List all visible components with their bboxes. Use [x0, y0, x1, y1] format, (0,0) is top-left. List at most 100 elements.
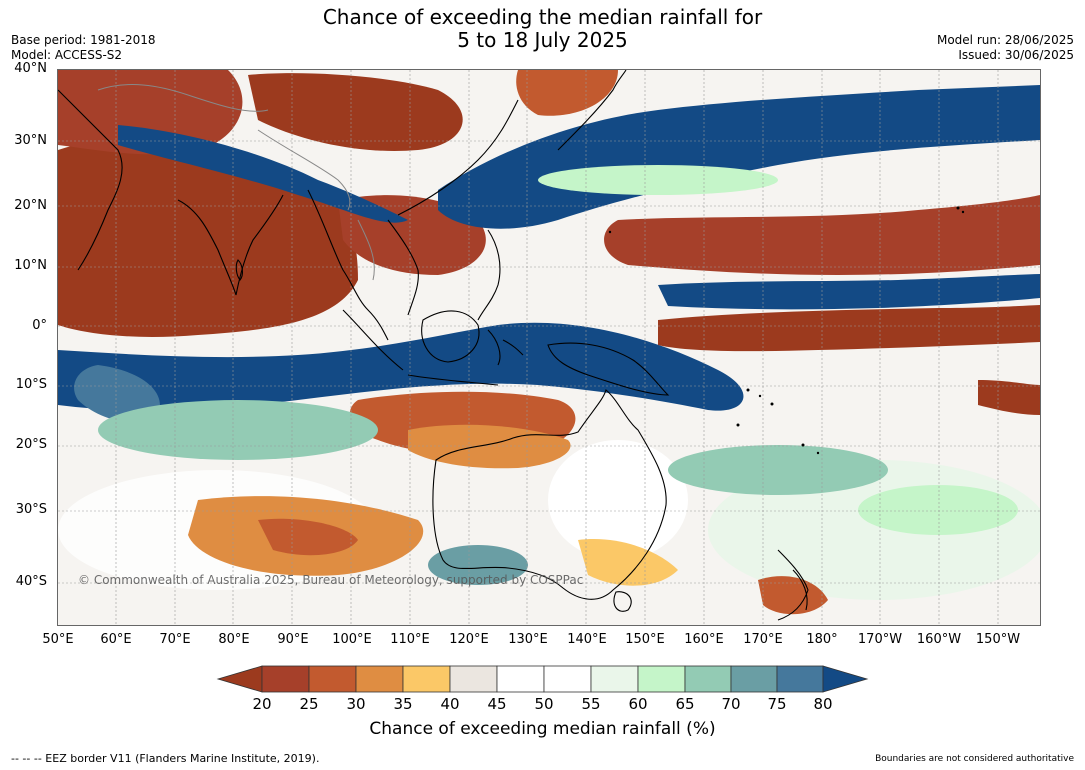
- map-title-line2: 5 to 18 July 2025: [457, 28, 628, 52]
- vietnam-coastline: [387, 219, 419, 316]
- new-zealand-coastline: [777, 549, 809, 621]
- orange-zone-nw-shelf: [408, 424, 571, 469]
- japan-coastline: [557, 70, 627, 151]
- lon-label: 160°E: [684, 632, 724, 647]
- colorbar-tick: 80: [813, 695, 833, 713]
- model-run-text: Model run: 28/06/2025: [936, 33, 1074, 47]
- lon-label: 150°W: [975, 632, 1021, 647]
- rainfall-map-svg: [58, 70, 1040, 625]
- lat-label: 30°S: [15, 502, 47, 517]
- lon-label: 80°E: [218, 632, 250, 647]
- blue-band-north-pacific: [438, 85, 1040, 229]
- map-title-line1: Chance of exceeding the median rainfall …: [322, 5, 763, 29]
- brown-band-pacific-south: [978, 380, 1040, 415]
- white-patch-aus: [548, 440, 688, 560]
- colorbar-bin: [308, 665, 357, 693]
- colorbar-bin: [730, 665, 778, 693]
- orange-zone-nz: [758, 576, 828, 615]
- lat-label: 20°S: [15, 437, 47, 452]
- copyright-text: © Commonwealth of Australia 2025, Bureau…: [78, 573, 584, 587]
- colorbar-tick: 70: [721, 695, 741, 713]
- java-coastline: [407, 374, 499, 386]
- china-coastline: [397, 99, 519, 216]
- lat-label: 10°S: [15, 377, 47, 392]
- orange-core-south-indian: [258, 518, 358, 556]
- colorbar-bin: [402, 665, 451, 693]
- meta-left: Base period: 1981-2018 Model: ACCESS-S2: [11, 33, 156, 63]
- colorbar-tick: 45: [487, 695, 507, 713]
- lon-label: 50°E: [42, 632, 74, 647]
- colorbar-tick: 40: [440, 695, 460, 713]
- lon-label: 130°E: [508, 632, 548, 647]
- colorbar-tick: 50: [534, 695, 554, 713]
- colorbar-bin: [637, 665, 686, 693]
- sri-lanka-coastline: [235, 259, 243, 281]
- colorbar-tick: 20: [252, 695, 272, 713]
- colorbar-bin: [776, 665, 824, 693]
- colorbar-bin: [449, 665, 498, 693]
- green-band-subtropical: [538, 165, 778, 195]
- lon-label: 90°E: [277, 632, 309, 647]
- colorbar-tick: 65: [675, 695, 695, 713]
- blue-band-himalaya: [118, 125, 408, 223]
- lat-label: 30°N: [14, 133, 47, 148]
- colorbar-bin: [543, 665, 592, 693]
- lon-label: 100°E: [332, 632, 372, 647]
- colorbar-bin: [355, 665, 404, 693]
- brown-band-pacific-eq: [658, 305, 1040, 352]
- country-borders: [97, 84, 375, 281]
- issued-text: Issued: 30/06/2025: [958, 48, 1074, 62]
- colorbar-bin: [684, 665, 732, 693]
- teal-patch-west: [74, 365, 160, 423]
- lon-label: 140°E: [567, 632, 607, 647]
- teal-band-south-indian: [98, 400, 378, 460]
- base-period-text: Base period: 1981-2018: [11, 33, 156, 47]
- pacific-islands: [608, 206, 965, 455]
- colorbar-tick: 60: [628, 695, 648, 713]
- blue-band-maritime-continent: [58, 322, 744, 411]
- graticule: [58, 70, 1040, 625]
- brown-region-tibet: [248, 73, 463, 151]
- lon-label: 170°W: [857, 632, 903, 647]
- colorbar-bin: [496, 665, 545, 693]
- colorbar-tick: 25: [299, 695, 319, 713]
- colorbar-tick: 55: [581, 695, 601, 713]
- teal-band-spcz: [668, 445, 888, 495]
- lat-label: 10°N: [14, 258, 47, 273]
- lon-label: 170°E: [743, 632, 783, 647]
- coastlines: [58, 70, 809, 621]
- indochina-coastline: [307, 189, 389, 341]
- lon-label: 60°E: [100, 632, 132, 647]
- new-guinea-coastline: [547, 342, 670, 396]
- colorbar-arrow-high: [822, 665, 869, 693]
- lon-label: 70°E: [159, 632, 191, 647]
- lat-label: 0°: [32, 318, 47, 333]
- orange-zone-se-australia: [578, 539, 678, 586]
- brown-region-china: [516, 70, 618, 116]
- colorbar-label: Chance of exceeding median rainfall (%): [369, 719, 716, 739]
- lon-label: 180°: [806, 632, 838, 647]
- rainfall-map: © Commonwealth of Australia 2025, Bureau…: [57, 69, 1041, 626]
- lon-label: 110°E: [390, 632, 430, 647]
- colorbar-tick: 30: [346, 695, 366, 713]
- arabia-coastline: [58, 89, 123, 271]
- lat-label: 20°N: [14, 198, 47, 213]
- colorbar-segments: [216, 665, 869, 693]
- tasmania-coastline: [613, 591, 632, 612]
- philippines-coastline: [477, 229, 501, 321]
- teal-patch-gab: [428, 545, 528, 585]
- colorbar-bin: [590, 665, 639, 693]
- borneo-coastline: [421, 310, 480, 363]
- lat-label: 40°S: [15, 574, 47, 589]
- lat-label: 40°N: [14, 61, 47, 76]
- colorbar-tick: 75: [767, 695, 787, 713]
- boundaries-disclaimer: Boundaries are not considered authoritat…: [875, 754, 1074, 764]
- meta-right: Model run: 28/06/2025 Issued: 30/06/2025: [937, 33, 1074, 63]
- australia-coastline: [432, 389, 667, 600]
- blue-band-itcz: [658, 274, 1040, 310]
- model-text: Model: ACCESS-S2: [11, 48, 123, 62]
- brown-region-arabia: [58, 70, 243, 155]
- sumatra-coastline: [342, 309, 404, 371]
- lon-label: 120°E: [449, 632, 489, 647]
- india-coastline: [177, 194, 284, 296]
